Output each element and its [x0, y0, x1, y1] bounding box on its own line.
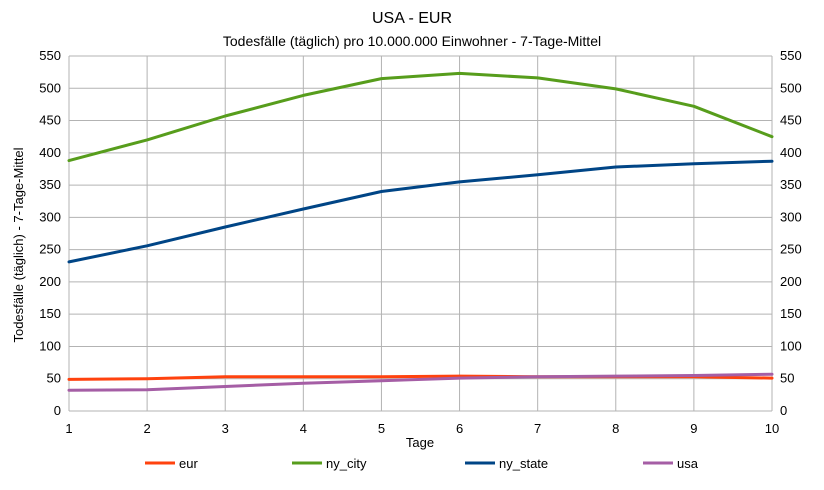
- chart-title: USA - EUR: [372, 10, 452, 27]
- y-tick-label: 450: [39, 113, 61, 128]
- y-axis-label: Todesfälle (täglich) - 7-Tage-Mittel: [11, 147, 26, 342]
- y2-tick-label: 250: [780, 242, 802, 257]
- legend: eur ny_city ny_state usa: [145, 456, 699, 471]
- series-line-ny_state: [67, 159, 774, 264]
- x-tick-label: 4: [300, 421, 307, 436]
- y-tick-label: 50: [47, 371, 61, 386]
- x-tick-label: 10: [765, 421, 779, 436]
- y-tick-label: 400: [39, 145, 61, 160]
- y2-tick-label: 550: [780, 48, 802, 63]
- y2-tick-label: 450: [780, 113, 802, 128]
- y-tick-label: 500: [39, 80, 61, 95]
- y2-tick-label: 350: [780, 177, 802, 192]
- x-tick-label: 8: [612, 421, 619, 436]
- x-tick-label: 7: [534, 421, 541, 436]
- chart-subtitle: Todesfälle (täglich) pro 10.000.000 Einw…: [223, 33, 601, 49]
- y2-tick-label: 100: [780, 338, 802, 353]
- x-tick-label: 3: [222, 421, 229, 436]
- y2-tick-label: 500: [780, 80, 802, 95]
- grid: [68, 55, 773, 412]
- x-tick-label: 5: [378, 421, 385, 436]
- y2-tick-label: 400: [780, 145, 802, 160]
- x-tick-label: 6: [456, 421, 463, 436]
- y2-tick-label: 300: [780, 209, 802, 224]
- y-tick-label: 550: [39, 48, 61, 63]
- axes: 0 0 50 50 100 100 150 150 200 200 250 250 300 300 350 3…: [39, 48, 801, 436]
- y-tick-label: 100: [39, 338, 61, 353]
- y2-tick-label: 200: [780, 274, 802, 289]
- y-tick-label: 350: [39, 177, 61, 192]
- y-tick-label: 300: [39, 209, 61, 224]
- x-axis-label: Tage: [406, 435, 434, 450]
- y-tick-label: 0: [54, 403, 61, 418]
- y-tick-label: 200: [39, 274, 61, 289]
- y2-tick-label: 50: [780, 371, 794, 386]
- legend-label-ny_state: ny_state: [499, 456, 548, 471]
- x-tick-label: 1: [65, 421, 72, 436]
- y2-tick-label: 150: [780, 306, 802, 321]
- y-tick-label: 150: [39, 306, 61, 321]
- series-line-usa: [67, 372, 774, 392]
- legend-label-ny_city: ny_city: [326, 456, 367, 471]
- x-tick-label: 9: [690, 421, 697, 436]
- plot-area: [67, 71, 774, 392]
- series-line-ny_city: [67, 71, 774, 163]
- legend-label-usa: usa: [677, 456, 699, 471]
- x-tick-label: 2: [143, 421, 150, 436]
- legend-label-eur: eur: [179, 456, 198, 471]
- y2-tick-label: 0: [780, 403, 787, 418]
- y-tick-label: 250: [39, 242, 61, 257]
